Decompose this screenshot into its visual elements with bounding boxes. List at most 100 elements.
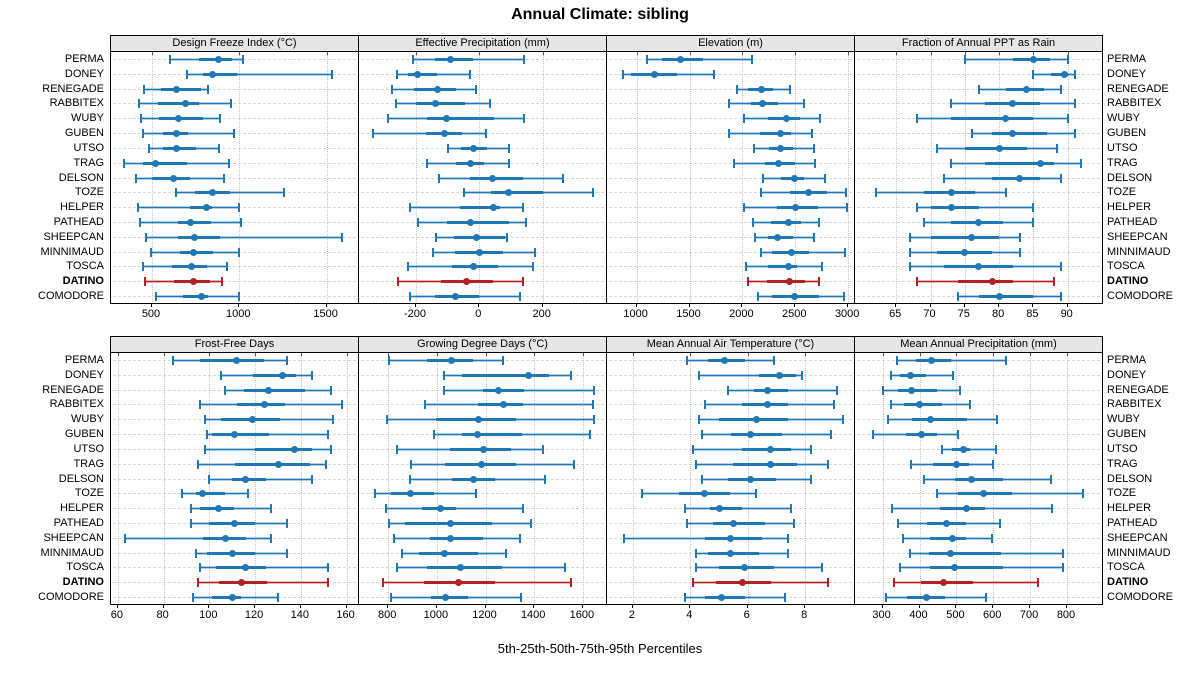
percentile-cap-5th (395, 444, 398, 454)
median-dot (173, 85, 180, 93)
percentile-cap-5th (372, 129, 375, 138)
x-tick-label: 80 (991, 308, 1005, 320)
percentile-band-25-75 (211, 433, 269, 436)
percentile-band-25-75 (427, 117, 494, 121)
percentile-band-25-75 (491, 191, 543, 195)
median-dot (260, 401, 268, 409)
percentile-cap-95th (830, 430, 832, 439)
x-tick-mark (541, 303, 543, 307)
percentile-cap-95th (821, 563, 824, 573)
percentile-cap-95th (238, 203, 241, 213)
panel-plot (358, 353, 607, 605)
row-guide (113, 162, 356, 164)
median-dot (473, 233, 480, 241)
top-tick-mark (326, 52, 328, 55)
median-dot (441, 130, 448, 137)
percentile-cap-5th (373, 489, 376, 499)
top-tick-mark (689, 52, 691, 55)
median-dot (721, 356, 729, 364)
percentile-cap-95th (823, 173, 826, 183)
panel-title: Design Freeze Index (°C) (110, 35, 359, 52)
x-tick-label: -200 (403, 308, 427, 320)
panel-title: Frost-Free Days (110, 336, 359, 353)
median-dot (701, 490, 709, 498)
station-label: RENEGADE (1107, 82, 1169, 95)
percentile-cap-5th (890, 504, 893, 514)
percentile-cap-5th (892, 578, 895, 588)
top-tick-mark (993, 353, 995, 356)
percentile-cap-5th (922, 218, 925, 227)
row-guide (857, 374, 1100, 376)
station-label: TRAG (73, 457, 104, 470)
top-tick-mark (1067, 353, 1068, 356)
median-dot (455, 579, 463, 587)
percentile-cap-95th (238, 247, 241, 257)
median-dot (947, 189, 955, 197)
percentile-cap-95th (772, 355, 775, 365)
percentile-cap-95th (226, 262, 229, 272)
x-tick-label: 85 (1026, 308, 1039, 320)
percentile-cap-95th (563, 563, 566, 573)
percentile-cap-5th (123, 158, 126, 168)
x-tick-mark (746, 604, 748, 608)
median-dot (947, 549, 955, 557)
x-tick-label: 1000 (423, 609, 449, 621)
percentile-cap-95th (484, 129, 487, 138)
row-guide (113, 88, 356, 90)
median-dot (650, 70, 658, 78)
median-dot (500, 401, 508, 409)
percentile-band-25-75 (766, 280, 806, 284)
percentile-cap-95th (240, 218, 242, 227)
percentile-band-25-75 (180, 250, 214, 254)
median-dot (1002, 115, 1010, 123)
median-dot (784, 263, 792, 271)
median-dot (469, 144, 477, 152)
station-label: DATINO (1107, 576, 1149, 589)
percentile-cap-5th (695, 563, 697, 573)
percentile-cap-5th (180, 489, 183, 499)
row-guide (113, 281, 356, 283)
percentile-cap-5th (752, 218, 754, 227)
median-dot (926, 416, 934, 424)
percentile-cap-95th (270, 504, 273, 514)
station-label: RENEGADE (42, 383, 104, 396)
median-dot (1029, 55, 1037, 63)
percentile-cap-5th (692, 444, 695, 454)
median-dot (228, 594, 236, 602)
top-tick-mark (999, 52, 1001, 55)
percentile-cap-95th (529, 519, 532, 528)
row-guide (609, 251, 852, 253)
x-tick-mark (254, 604, 256, 608)
percentile-band-25-75 (767, 265, 797, 269)
percentile-cap-5th (732, 158, 735, 168)
vertical-gridline (163, 353, 165, 604)
percentile-cap-95th (541, 444, 544, 454)
top-tick-mark (163, 353, 165, 356)
percentile-band-25-75 (408, 72, 438, 76)
percentile-cap-5th (194, 548, 197, 558)
percentile-cap-5th (137, 203, 140, 213)
row-guide (113, 118, 356, 120)
percentile-cap-95th (220, 277, 223, 287)
percentile-cap-95th (712, 69, 715, 79)
percentile-cap-95th (786, 533, 789, 543)
median-dot (757, 85, 765, 93)
percentile-cap-5th (443, 370, 446, 380)
station-label: DELSON (1107, 472, 1153, 485)
percentile-cap-95th (792, 519, 795, 528)
station-label: MINNIMAUD (1107, 546, 1171, 559)
x-tick-label: 160 (336, 609, 355, 621)
median-dot (1060, 70, 1068, 78)
median-dot (995, 293, 1003, 301)
panel-plot (606, 52, 855, 304)
percentile-cap-95th (592, 385, 595, 395)
percentile-cap-95th (311, 474, 314, 484)
percentile-band-25-75 (178, 221, 212, 224)
percentile-cap-95th (489, 99, 492, 109)
percentile-cap-5th (396, 277, 399, 287)
median-dot (290, 445, 298, 453)
median-dot (432, 100, 440, 108)
station-label: MINNIMAUD (40, 245, 104, 258)
x-tick-mark (998, 303, 1000, 307)
x-tick-label: 1400 (520, 609, 546, 621)
